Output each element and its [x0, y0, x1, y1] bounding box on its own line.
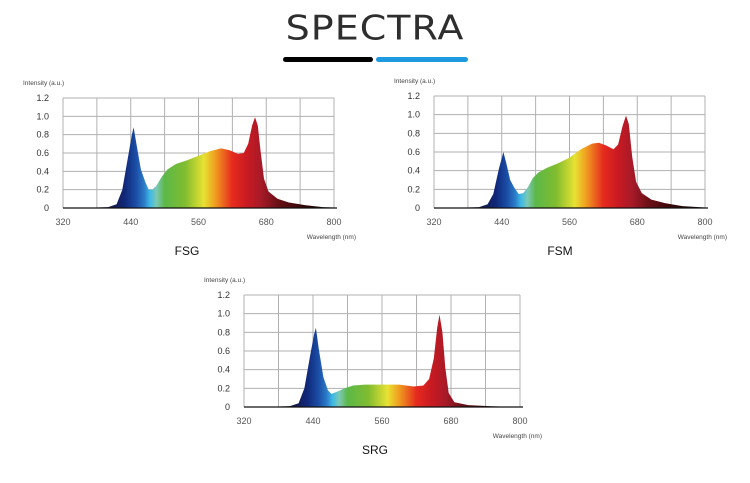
logo-underline-blue: [376, 57, 468, 62]
x-tick-label: 320: [426, 217, 441, 227]
x-tick-label: 320: [236, 416, 251, 426]
x-tick-label: 560: [191, 217, 206, 227]
x-tick-label: 320: [55, 217, 70, 227]
y-tick-label: 0: [225, 402, 230, 412]
x-tick-label: 680: [630, 217, 645, 227]
y-tick-label: 0.6: [407, 147, 420, 157]
y-tick-label: 0.8: [36, 130, 49, 140]
x-tick-label: 560: [374, 416, 389, 426]
y-axis-label: Intensity (a.u.): [394, 78, 435, 85]
x-tick-label: 680: [259, 217, 274, 227]
y-tick-label: 1.0: [36, 111, 49, 121]
chart-title: FSG: [175, 244, 200, 258]
y-tick-label: 0: [415, 203, 420, 213]
x-tick-label: 680: [443, 416, 458, 426]
y-tick-label: 0.4: [36, 166, 49, 176]
spectrum-area: [434, 115, 705, 208]
y-tick-label: 0.2: [36, 185, 49, 195]
y-tick-label: 0.6: [36, 148, 49, 158]
x-tick-label: 440: [305, 416, 320, 426]
chart-fsg: 0 0.2 0.4 0.6 0.8 1.0 1.2 320 440 560 680 800 Intens…: [23, 80, 356, 258]
chart-title: FSM: [547, 244, 572, 258]
y-tick-label: 0.2: [407, 184, 420, 194]
x-tick-label: 560: [562, 217, 577, 227]
x-tick-label: 440: [494, 217, 509, 227]
y-axis-label: Intensity (a.u.): [204, 277, 245, 284]
chart-fsm: 0 0.2 0.4 0.6 0.8 1.0 1.2 320 440 560 680 800 Intens…: [394, 78, 727, 258]
y-tick-label: 1.2: [217, 290, 230, 300]
y-tick-label: 1.0: [217, 309, 230, 319]
y-tick-label: 1.0: [407, 110, 420, 120]
x-tick-label: 800: [512, 416, 527, 426]
x-axis-label: Wavelength (nm): [493, 433, 542, 440]
y-tick-label: 0.4: [407, 166, 420, 176]
y-tick-label: 0.8: [407, 128, 420, 138]
y-tick-label: 0.6: [217, 346, 230, 356]
y-axis-label: Intensity (a.u.): [23, 80, 64, 87]
x-tick-label: 800: [326, 217, 341, 227]
x-axis-label: Wavelength (nm): [678, 234, 727, 241]
spectra-logo: SPECTRA: [285, 8, 465, 48]
y-tick-label: 1.2: [36, 93, 49, 103]
y-tick-label: 0.2: [217, 383, 230, 393]
y-tick-label: 1.2: [407, 91, 420, 101]
spectrum-area: [244, 314, 520, 407]
chart-srg: 0 0.2 0.4 0.6 0.8 1.0 1.2 320 440 560 680 800 Intens…: [204, 277, 542, 457]
x-tick-label: 440: [123, 217, 138, 227]
y-tick-label: 0.8: [217, 327, 230, 337]
spectrum-area: [63, 117, 334, 208]
x-tick-label: 800: [697, 217, 712, 227]
logo-underline-black: [283, 57, 373, 62]
chart-title: SRG: [362, 443, 388, 457]
y-tick-label: 0: [44, 203, 49, 213]
x-axis-label: Wavelength (nm): [307, 234, 356, 241]
y-tick-label: 0.4: [217, 365, 230, 375]
